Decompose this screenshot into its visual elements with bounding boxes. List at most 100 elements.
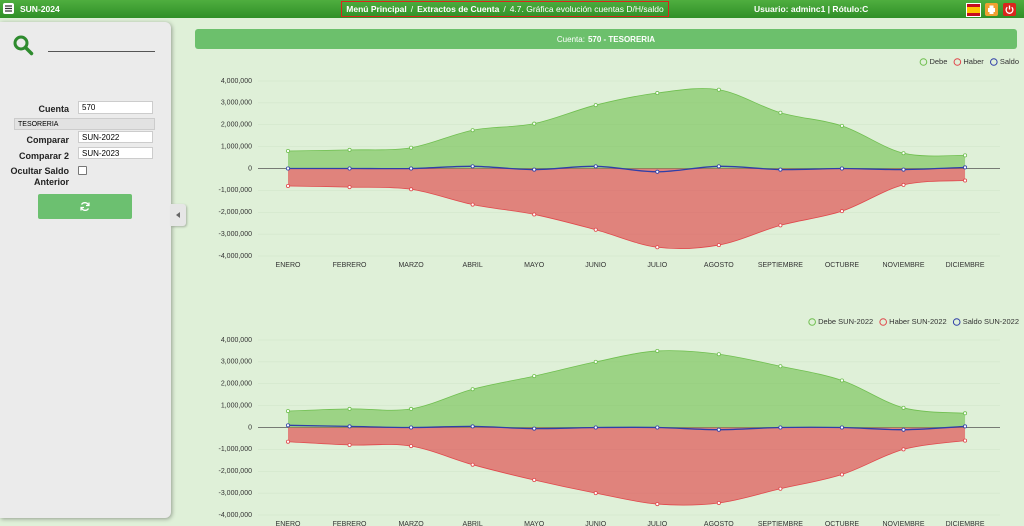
point [532,121,537,126]
x-tick-label: MARZO [398,521,424,526]
crumb[interactable]: Extractos de Cuenta [417,4,500,14]
point [532,477,537,482]
app-name: SUN-2024 [20,4,60,14]
point [470,387,475,392]
point [655,425,660,430]
point [716,243,721,248]
point [593,103,598,108]
legend-label: Debe [929,57,947,66]
point [470,462,475,467]
x-tick-label: DICIEMBRE [946,262,985,269]
point [593,359,598,364]
point [963,424,968,429]
point [655,348,660,353]
power-icon [1005,5,1014,14]
x-tick-label: NOVIEMBRE [882,521,924,526]
search-icon[interactable] [12,34,36,58]
point [778,167,783,172]
legend-marker [953,58,962,66]
point [778,364,783,369]
point [778,223,783,228]
x-tick-label: AGOSTO [704,262,734,269]
menu-button[interactable] [3,3,14,14]
point [839,378,844,383]
refresh-button[interactable] [38,194,132,219]
comparar2-input[interactable]: SUN-2023 [78,147,153,159]
point [963,411,968,416]
point [470,424,475,429]
logout-button[interactable] [1003,3,1016,16]
point [901,167,906,172]
sidebar: Cuenta 570 TESORERIA Comparar SUN-2022 C… [0,22,171,518]
point [285,423,290,428]
collapse-tab[interactable] [171,204,186,226]
point [901,151,906,156]
x-tick-label: ABRIL [463,262,483,269]
account-name: TESORERIA [14,118,155,130]
point [593,164,598,169]
x-tick-label: MARZO [398,262,424,269]
area [288,88,966,169]
x-tick-label: ENERO [276,262,301,269]
x-tick-label: NOVIEMBRE [882,262,924,269]
legend-label: Saldo [1000,57,1019,66]
print-icon [988,5,995,14]
point [778,486,783,491]
point [901,427,906,432]
y-tick-label: -1,000,000 [219,187,253,194]
point [593,425,598,430]
point [839,166,844,171]
language-flag[interactable] [966,3,981,17]
y-tick-label: -4,000,000 [219,253,253,260]
crumb: 4.7. Gráfica evolución cuentas D/H/saldo [509,4,664,14]
x-tick-label: ENERO [276,521,301,526]
point [716,427,721,432]
legend-marker [990,58,998,66]
point [716,164,721,169]
comparar-label: Comparar [26,135,69,145]
point [347,185,352,190]
point [347,406,352,411]
search-input[interactable] [48,51,155,52]
point [655,169,660,174]
point [532,167,537,172]
print-button[interactable] [985,3,998,16]
point [655,245,660,250]
y-tick-label: 0 [248,424,252,431]
area [288,168,966,249]
banner-label: Cuenta: [556,34,585,44]
y-tick-label: 3,000,000 [221,359,252,366]
cuenta-input[interactable]: 570 [78,101,153,114]
point [963,165,968,170]
x-tick-label: JUNIO [585,262,607,269]
comparar2-label: Comparar 2 [18,151,69,161]
crumb[interactable]: Menú Principal [346,4,407,14]
point [347,424,352,429]
comparar-input[interactable]: SUN-2022 [78,131,153,143]
point [716,87,721,92]
ocultar-label: Ocultar Saldo Anterior [10,166,69,187]
point [593,227,598,232]
point [839,123,844,128]
x-tick-label: SEPTIEMBRE [758,262,803,269]
point [347,166,352,171]
legend-label: Saldo SUN-2022 [963,317,1019,326]
legend-marker [952,318,961,326]
account-banner: Cuenta: 570 - TESORERIA [195,29,1017,49]
y-tick-label: -2,000,000 [219,468,253,475]
y-tick-label: 2,000,000 [221,122,252,129]
point [409,187,414,192]
point [901,182,906,187]
ocultar-checkbox[interactable] [78,166,87,175]
separator: / [410,4,414,14]
point [655,502,660,507]
point [532,426,537,431]
point [409,425,414,430]
point [285,166,290,171]
point [285,183,290,188]
point [839,209,844,214]
point [409,444,414,449]
y-tick-label: -3,000,000 [219,231,253,238]
point [963,178,968,183]
